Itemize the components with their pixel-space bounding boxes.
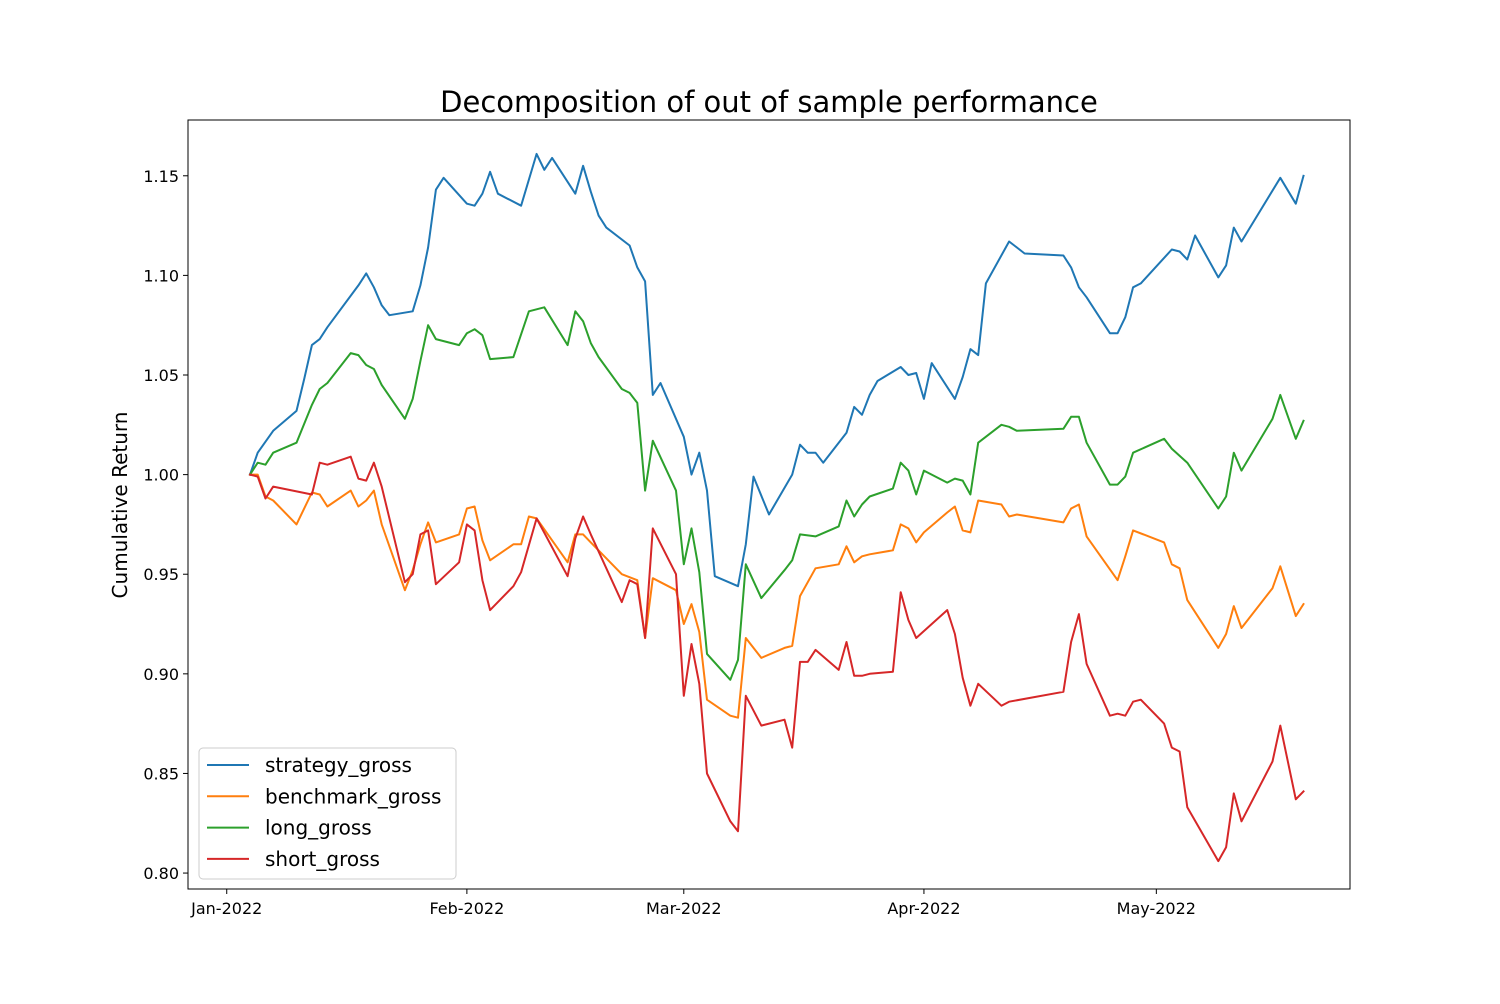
y-tick-label: 0.95 <box>143 565 179 584</box>
series-line-strategy_gross <box>248 152 1305 588</box>
series-line-benchmark_gross <box>249 473 1305 719</box>
x-tick-label: Apr-2022 <box>887 899 960 918</box>
y-tick-label: 0.90 <box>143 665 179 684</box>
chart-title: Decomposition of out of sample performan… <box>440 85 1098 119</box>
y-tick-label: 1.00 <box>143 466 179 485</box>
legend-label-long_gross: long_gross <box>265 816 372 840</box>
legend: strategy_gross benchmark_gross long_grosss… <box>198 747 457 880</box>
y-tick-label: 1.10 <box>143 266 179 285</box>
x-tick-label: Feb-2022 <box>429 899 504 918</box>
x-tick-label: May-2022 <box>1117 899 1196 918</box>
legend-label-benchmark_gross: benchmark_gross <box>265 784 441 808</box>
y-tick-label: 0.80 <box>143 864 179 883</box>
series-layer <box>248 152 1305 863</box>
y-axis-title: Cumulative Return <box>108 412 132 599</box>
legend-label-short_gross: short_gross <box>265 847 380 871</box>
y-tick-label: 0.85 <box>143 764 179 783</box>
x-tick-label: Mar-2022 <box>646 899 722 918</box>
x-tick-label: Jan-2022 <box>190 899 262 918</box>
y-tick-label: 1.15 <box>143 167 179 186</box>
plot-frame <box>187 119 1351 890</box>
axes-layer: 0.80 0.85 0.90 0.95 1.00 1.05 1.10 1.15 Jan-2022… <box>143 119 1351 918</box>
series-line-short_gross <box>248 455 1305 863</box>
series-line-long_gross <box>248 306 1305 681</box>
legend-label-strategy_gross: strategy_gross <box>265 753 412 777</box>
legend-box <box>198 747 457 880</box>
y-tick-label: 1.05 <box>143 366 179 385</box>
